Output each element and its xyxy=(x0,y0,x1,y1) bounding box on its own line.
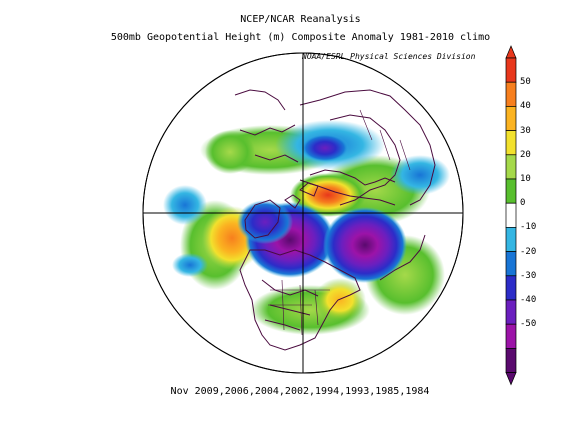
colorbar-swatch xyxy=(505,251,517,277)
colorbar-swatch xyxy=(505,227,517,252)
negative-anomaly-center-bering xyxy=(323,207,407,283)
colorbar-swatch xyxy=(505,154,517,180)
colorbar-tick-label: -30 xyxy=(520,270,537,281)
figure-title: NCEP/NCAR Reanalysis xyxy=(240,14,361,25)
negative-anomaly-light-east xyxy=(390,155,450,195)
colorbar-tick-label: 40 xyxy=(520,101,531,112)
positive-anomaly-green-northwest xyxy=(205,130,255,174)
colorbar xyxy=(505,45,517,386)
colorbar-arrow-top xyxy=(505,45,517,59)
colorbar-swatch xyxy=(505,106,517,131)
colorbar-tick-label: 30 xyxy=(520,125,531,136)
colorbar-tick-label: 10 xyxy=(520,174,531,184)
negative-anomaly-light-west xyxy=(163,185,207,225)
colorbar-swatch xyxy=(505,299,517,325)
colorbar-tick-label: -10 xyxy=(520,222,537,233)
credit-text: NOAA/ESRL Physical Sciences Division xyxy=(302,52,476,61)
country-borders xyxy=(268,109,411,336)
negative-anomaly-center-north xyxy=(301,134,349,162)
negative-anomaly-light-southwest xyxy=(172,253,208,277)
colorbar-tick-label: 0 xyxy=(520,198,526,209)
colorbar-tick-label: 20 xyxy=(520,149,531,160)
colorbar-arrow-bottom xyxy=(505,372,517,386)
colorbar-swatch xyxy=(505,348,517,373)
colorbar-swatch xyxy=(505,81,517,107)
anomaly-field xyxy=(143,53,463,373)
colorbar-tick-label: -40 xyxy=(520,295,537,305)
colorbar-swatch xyxy=(505,323,517,349)
positive-anomaly-center-eastern-us xyxy=(314,278,366,322)
figure-subtitle: 500mb Geopotential Height (m) Composite … xyxy=(110,32,491,43)
figure-caption: Nov 2009,2006,2004,2002,1994,1993,1985,1… xyxy=(170,386,430,397)
colorbar-swatch xyxy=(505,130,517,156)
colorbar-swatch xyxy=(505,202,517,228)
coastlines xyxy=(234,89,436,351)
colorbar-swatch xyxy=(505,57,517,83)
colorbar-swatch xyxy=(505,178,517,204)
colorbar-tick-label: -20 xyxy=(520,246,537,257)
colorbar-tick-label: -50 xyxy=(520,319,537,330)
colorbar-tick-label: 50 xyxy=(520,77,531,88)
colorbar-swatch xyxy=(505,275,517,301)
